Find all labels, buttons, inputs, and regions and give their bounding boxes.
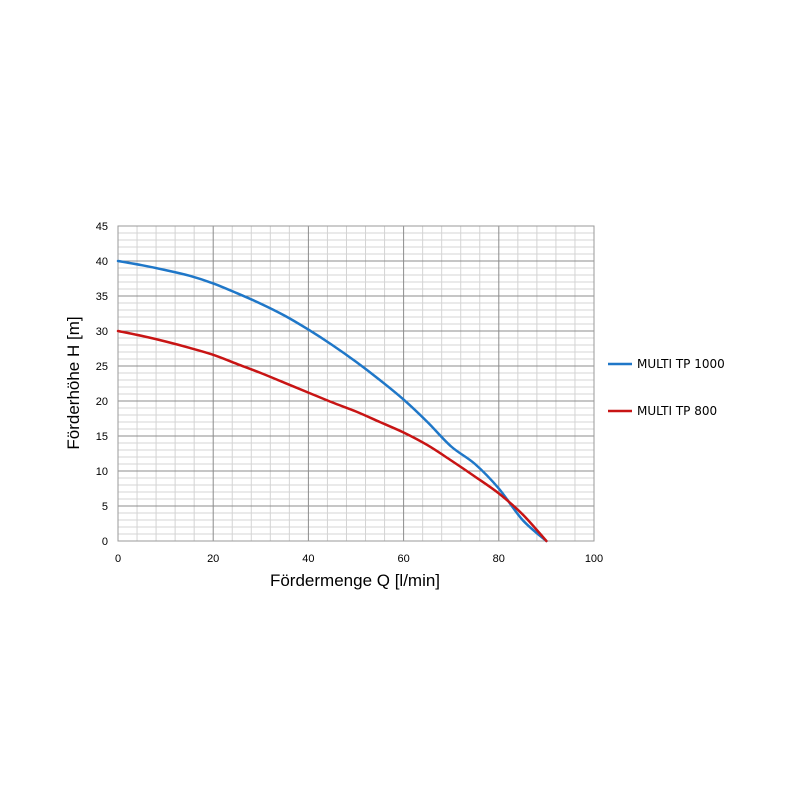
x-tick-label: 60	[397, 553, 409, 565]
y-tick-label: 20	[96, 396, 108, 408]
x-tick-label: 80	[493, 553, 505, 565]
y-tick-label: 45	[96, 221, 108, 233]
y-axis-ticks: 0 5 10 15 20 25 30 35 40 45	[96, 221, 108, 548]
x-tick-label: 100	[585, 553, 603, 565]
y-tick-label: 15	[96, 431, 108, 443]
y-tick-label: 40	[96, 256, 108, 268]
series-line-multi-tp-1000	[116, 259, 548, 543]
legend-label-multi-tp-1000: MULTI TP 1000	[637, 357, 725, 371]
x-tick-label: 20	[207, 553, 219, 565]
plot-area	[118, 226, 594, 541]
y-tick-label: 5	[102, 501, 108, 513]
x-tick-label: 40	[302, 553, 314, 565]
x-axis-ticks: 0 20 40 60 80 100	[115, 553, 603, 565]
y-tick-label: 0	[102, 536, 108, 548]
legend-label-multi-tp-800: MULTI TP 800	[637, 404, 717, 418]
x-tick-label: 0	[115, 553, 121, 565]
series-line-multi-tp-800	[116, 329, 548, 543]
x-axis-label: Fördermenge Q [l/min]	[270, 571, 440, 590]
y-tick-label: 30	[96, 326, 108, 338]
minor-grid	[118, 226, 594, 541]
series-lines	[116, 259, 548, 543]
legend: MULTI TP 1000 MULTI TP 800	[608, 357, 725, 418]
y-tick-label: 25	[96, 361, 108, 373]
plot-border	[117, 225, 595, 542]
y-axis-label: Förderhöhe H [m]	[64, 316, 83, 449]
y-tick-label: 35	[96, 291, 108, 303]
y-tick-label: 10	[96, 466, 108, 478]
